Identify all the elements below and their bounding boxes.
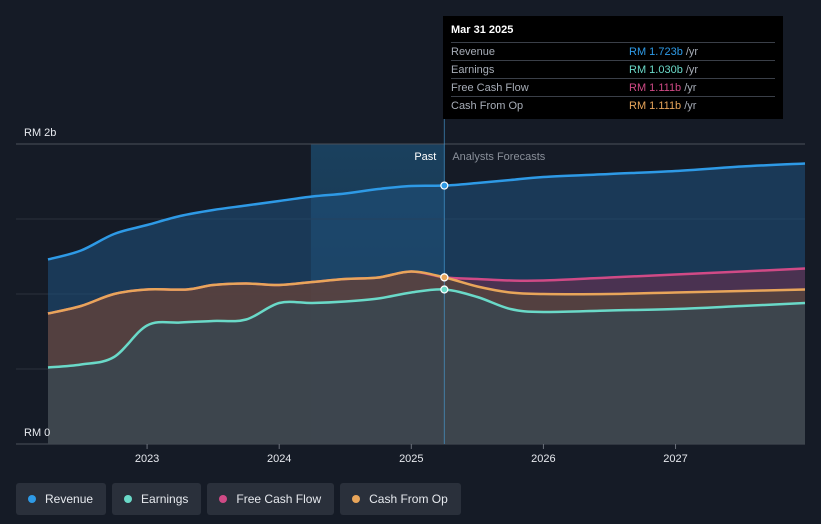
past-label: Past <box>414 151 436 163</box>
line-cash-from-op <box>47 270 806 315</box>
tooltip-unit: /yr <box>685 45 699 58</box>
legend-item-free-cash-flow[interactable]: Free Cash Flow <box>207 483 335 515</box>
forecast-label: Analysts Forecasts <box>452 151 545 163</box>
line-revenue <box>47 162 806 261</box>
tooltip-unit: /yr <box>684 81 697 94</box>
marker-cash-from-op <box>440 273 449 282</box>
legend-dot-icon <box>219 495 228 503</box>
x-axis: 2023 2024 2025 2026 2027 <box>135 444 688 465</box>
tooltip-value: RM 1.723b <box>629 45 683 58</box>
tooltip-unit: /yr <box>685 63 699 76</box>
legend: Revenue Earnings Free Cash Flow Cash Fro… <box>16 483 461 515</box>
tooltip-date: Mar 31 2025 <box>451 24 514 36</box>
tooltip-value: RM 1.030b <box>629 63 683 76</box>
legend-dot-icon <box>352 495 361 503</box>
legend-label: Revenue <box>45 492 94 506</box>
tooltip-row-cash-from-op: Cash From Op RM 1.111b /yr <box>451 96 775 114</box>
legend-item-cash-from-op[interactable]: Cash From Op <box>340 483 461 515</box>
tooltip-label: Earnings <box>451 63 495 76</box>
y-axis-bottom-label: RM 0 <box>24 427 50 439</box>
line-earnings <box>47 288 806 369</box>
x-tick-label: 2023 <box>135 453 159 465</box>
tooltip-value: RM 1.111b <box>629 81 682 94</box>
legend-label: Free Cash Flow <box>236 492 322 506</box>
legend-label: Earnings <box>141 492 189 506</box>
legend-item-revenue[interactable]: Revenue <box>16 483 107 515</box>
tooltip-label: Revenue <box>451 45 496 58</box>
tooltip-row-free-cash-flow: Free Cash Flow RM 1.111b /yr <box>451 78 775 96</box>
x-tick-label: 2026 <box>531 453 555 465</box>
legend-label: Cash From Op <box>369 492 448 506</box>
tooltip-row-earnings: Earnings RM 1.030b /yr <box>451 60 775 78</box>
series-areas <box>48 163 805 444</box>
legend-dot-icon <box>124 495 133 503</box>
legend-dot-icon <box>28 495 36 503</box>
legend-item-earnings[interactable]: Earnings <box>112 483 202 515</box>
tooltip-label: Cash From Op <box>451 99 524 112</box>
marker-earnings <box>440 285 449 294</box>
x-tick-label: 2027 <box>663 453 687 465</box>
marker-revenue <box>440 181 449 190</box>
tooltip: Mar 31 2025 Revenue RM 1.723b /yr Earnin… <box>443 16 783 119</box>
tooltip-unit: /yr <box>684 99 697 112</box>
tooltip-value: RM 1.111b <box>629 99 682 112</box>
tooltip-label: Free Cash Flow <box>451 81 529 94</box>
x-tick-label: 2025 <box>399 453 423 465</box>
y-axis-top-label: RM 2b <box>24 127 56 139</box>
x-tick-label: 2024 <box>267 453 291 465</box>
area-earnings <box>48 289 805 444</box>
series-lines <box>47 162 806 369</box>
series-markers <box>440 181 449 294</box>
tooltip-row-revenue: Revenue RM 1.723b /yr <box>451 42 775 60</box>
